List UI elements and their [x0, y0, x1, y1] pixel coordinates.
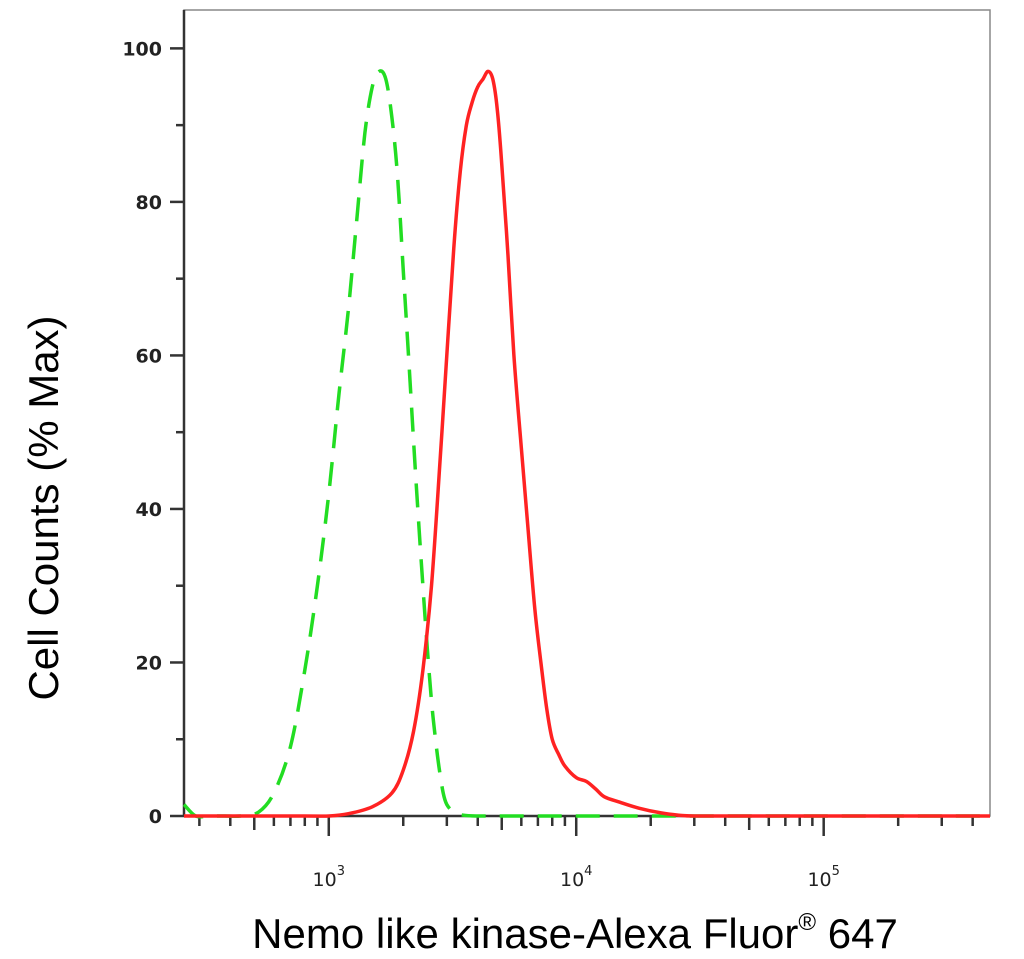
series-line-1	[182, 69, 990, 819]
y-ticks: 0 20 40 60 80 100	[122, 38, 184, 828]
y-axis-label: Cell Counts (% Max)	[20, 315, 67, 700]
x-tick-label: 103	[313, 864, 345, 891]
y-tick-label: 80	[136, 192, 162, 214]
y-tick-label: 0	[149, 806, 162, 828]
y-tick-label: 40	[136, 499, 162, 521]
y-tick-label: 100	[122, 38, 162, 60]
x-ticks: 103 104 105	[198, 816, 974, 891]
x-axis-label: Nemo like kinase-Alexa Fluor® 647	[252, 909, 898, 954]
x-tick-label: 105	[807, 864, 839, 891]
series-line-2	[184, 69, 990, 818]
x-axis-label-suffix: 647	[816, 910, 898, 954]
series-layer	[182, 69, 990, 819]
y-tick-label: 20	[136, 652, 162, 674]
plot-frame	[183, 9, 991, 817]
x-tick-label: 104	[560, 864, 592, 891]
x-axis-label-mark: ®	[798, 909, 816, 936]
y-tick-label: 60	[136, 345, 162, 367]
x-axis-label-main: Nemo like kinase-Alexa Fluor	[252, 910, 798, 954]
